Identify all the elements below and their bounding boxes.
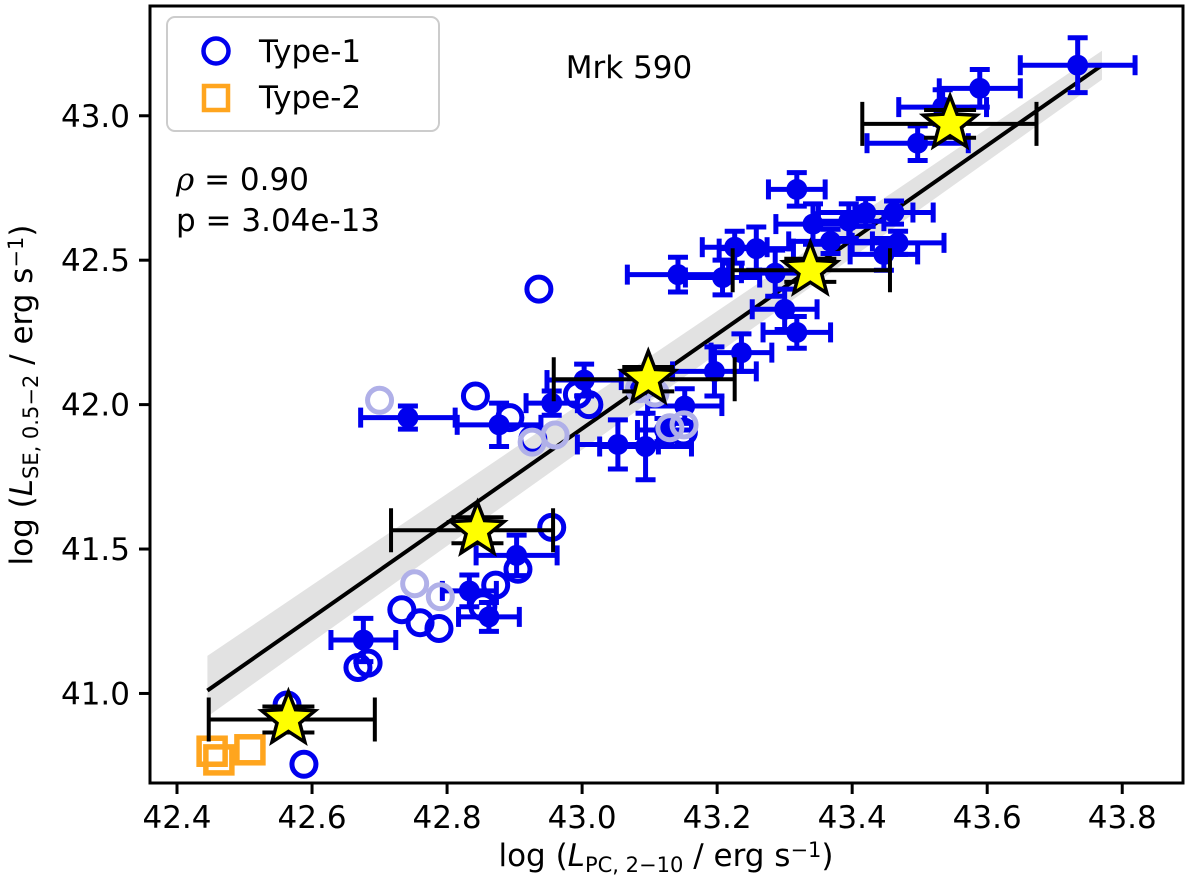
- series-type-2: [196, 734, 266, 776]
- x-tick-label: 42.8: [413, 800, 482, 836]
- faded-open-circle-marker: [365, 385, 395, 415]
- x-tick-label: 43.2: [683, 800, 752, 836]
- y-axis-ticks: 41.0 41.5 42.0 42.5 43.0: [61, 99, 150, 712]
- x-tick-label: 43.4: [818, 800, 887, 836]
- ylabel-sub: SE, 0.5: [19, 406, 43, 479]
- y-tick-label: 41.5: [61, 532, 130, 568]
- open-square-marker: [196, 735, 228, 767]
- filled-circle-marker: [883, 202, 905, 224]
- ylabel-sub-dash: −: [19, 388, 43, 406]
- open-circle-marker: [460, 381, 490, 411]
- star-marker: [446, 497, 509, 557]
- xlabel-sub-dash: −: [639, 853, 657, 877]
- y-tick-label: 42.5: [61, 243, 130, 279]
- open-circle-marker: [424, 613, 454, 643]
- filled-circle-marker: [786, 178, 808, 200]
- filled-circle-marker: [541, 392, 563, 414]
- ylabel-pre: log (: [4, 496, 40, 565]
- rho-annotation: ρ = 0.90: [175, 162, 309, 198]
- legend-box: [166, 16, 440, 132]
- open-circle-marker: [503, 554, 533, 584]
- axes-frame: [148, 4, 1185, 785]
- open-circle-marker: [481, 570, 511, 600]
- filled-circle-marker: [352, 629, 374, 651]
- ylabel-post: ): [4, 224, 40, 236]
- x-axis-label: log (LPC, 2−10 / erg s−1): [498, 838, 833, 877]
- star-marker: [918, 90, 982, 151]
- filled-circle-marker: [635, 435, 657, 457]
- faded-open-circle-marker: [655, 413, 685, 443]
- xlabel-sub2: 10: [657, 853, 684, 877]
- p-value-annotation: p = 3.04e-13: [176, 203, 380, 239]
- open-square-icon: [201, 83, 231, 113]
- star-marker: [779, 237, 842, 297]
- filled-circle-marker: [703, 360, 725, 382]
- faded-open-circle-marker: [400, 569, 430, 599]
- filled-circle-marker: [786, 321, 808, 343]
- xlabel-italic-L: L: [568, 838, 585, 874]
- plot-annotation-title: Mrk 590: [566, 50, 692, 86]
- y-axis-label: log (LSE, 0.5−2 / erg s−1): [4, 224, 43, 565]
- legend-entry-type-1[interactable]: Type-1: [201, 34, 362, 70]
- open-square-marker: [203, 744, 235, 776]
- open-circle-icon: [201, 36, 231, 66]
- star-marker: [257, 686, 320, 747]
- x-tick-label: 43.6: [953, 800, 1022, 836]
- filled-circle-marker: [907, 132, 929, 154]
- open-circle-marker: [289, 749, 319, 779]
- y-tick-label: 42.0: [61, 388, 130, 424]
- filled-circle-marker: [397, 407, 419, 429]
- rho-value: = 0.90: [194, 162, 309, 198]
- faded-open-circle-marker: [540, 420, 570, 450]
- open-circle-marker: [574, 390, 604, 420]
- filled-circle-marker: [820, 230, 842, 252]
- faded-open-circle-marker: [669, 410, 699, 440]
- filled-circle-marker: [712, 267, 734, 289]
- xlabel-sup: −1: [790, 838, 821, 862]
- ylabel-sup: −1: [4, 237, 28, 268]
- xlabel-post: ): [821, 838, 833, 874]
- xlabel-pre: log (: [498, 838, 567, 874]
- series-stacked-means: [206, 90, 1039, 747]
- ylabel-mid: / erg s: [4, 268, 40, 375]
- xlabel-mid: / erg s: [683, 838, 790, 874]
- x-tick-label: 43.0: [548, 800, 617, 836]
- legend-label-type-2: Type-2: [258, 80, 361, 116]
- xlabel-sub: PC, 2: [585, 853, 639, 877]
- open-square-marker: [234, 734, 266, 766]
- legend[interactable]: Type-1 Type-2: [166, 16, 440, 132]
- filled-circle-marker: [969, 77, 991, 99]
- stacked-mean-stars-layer: [206, 90, 1039, 747]
- open-circle-marker: [405, 608, 435, 638]
- x-axis-ticks: 42.4 42.6 42.8 43.0 43.2 43.4 43.6 43.8: [142, 783, 1157, 836]
- x-tick-label: 42.4: [142, 800, 211, 836]
- ylabel-sub2: 2: [19, 375, 43, 388]
- filled-circle-marker: [745, 238, 767, 260]
- ylabel-italic-L: L: [4, 479, 40, 496]
- y-tick-label: 41.0: [61, 676, 130, 712]
- series-type-1-filled: [328, 35, 1138, 665]
- open-circle-marker: [468, 592, 498, 622]
- open-circle-marker: [353, 648, 383, 678]
- filled-circle-marker: [1067, 54, 1089, 76]
- filled-circle-marker: [887, 232, 909, 254]
- legend-label-type-1: Type-1: [258, 34, 361, 70]
- star-marker: [617, 346, 680, 406]
- faded-open-circle-marker: [425, 582, 455, 612]
- open-circle-marker: [495, 403, 525, 433]
- y-tick-label: 43.0: [61, 99, 130, 135]
- legend-entry-type-2[interactable]: Type-2: [201, 80, 361, 116]
- x-tick-label: 42.6: [278, 800, 347, 836]
- open-circle-marker: [524, 274, 554, 304]
- x-tick-label: 43.8: [1088, 800, 1157, 836]
- filled-circle-marker: [764, 262, 786, 284]
